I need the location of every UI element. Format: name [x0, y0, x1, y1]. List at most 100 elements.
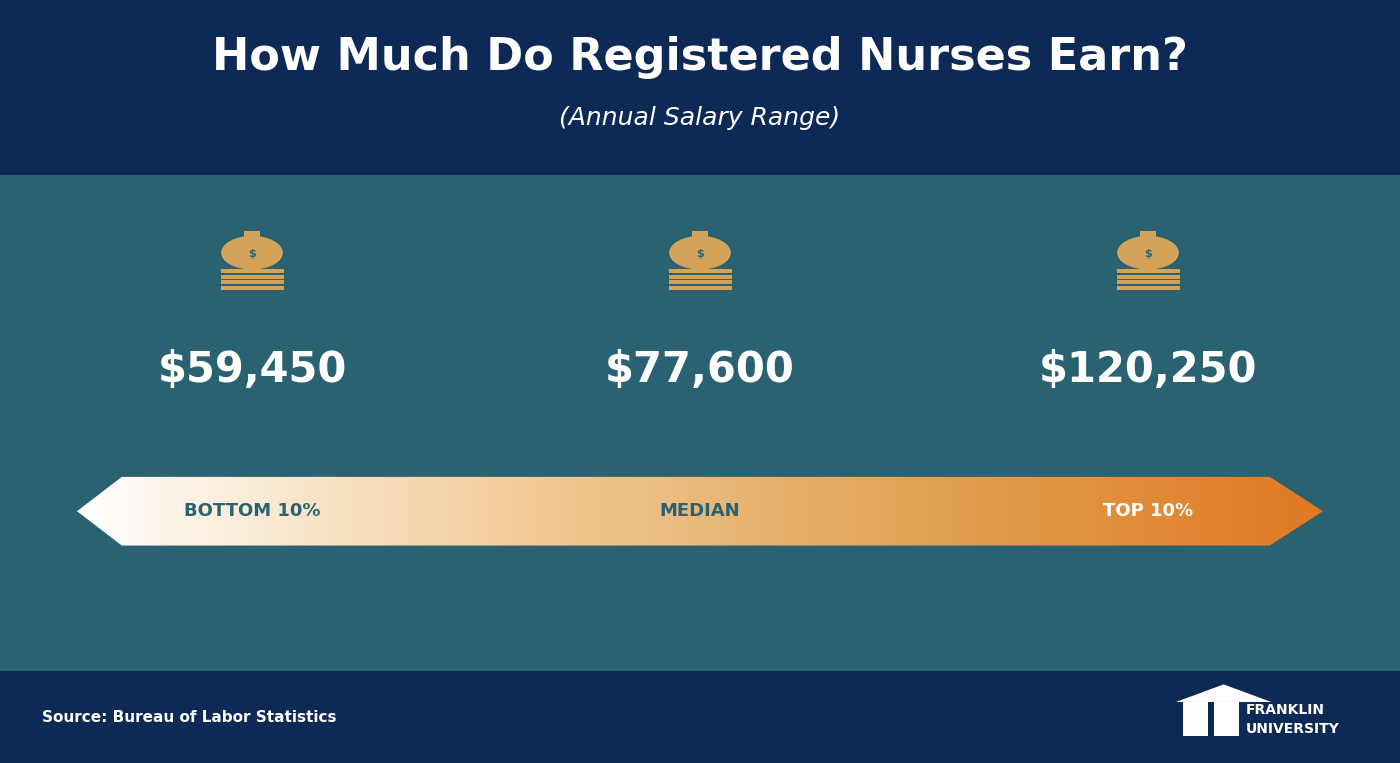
Text: (Annual Salary Range): (Annual Salary Range) — [560, 106, 840, 130]
Bar — [529, 476, 532, 546]
Bar — [896, 476, 899, 546]
Bar — [349, 476, 351, 546]
Bar — [1285, 476, 1289, 546]
Bar — [260, 476, 263, 546]
Bar — [1046, 476, 1049, 546]
Bar — [1117, 275, 1179, 279]
Bar — [382, 476, 385, 546]
Bar — [700, 476, 703, 546]
Bar — [675, 476, 678, 546]
Bar — [1028, 476, 1030, 546]
Bar — [189, 476, 192, 546]
Bar — [377, 476, 379, 546]
Bar — [585, 476, 588, 546]
Bar — [781, 476, 784, 546]
Bar — [196, 476, 199, 546]
Bar — [995, 476, 1000, 546]
Bar — [1011, 476, 1015, 546]
Bar — [476, 476, 479, 546]
Bar — [1317, 476, 1320, 546]
Bar — [822, 476, 825, 546]
Bar — [323, 476, 326, 546]
Bar — [469, 476, 473, 546]
Bar — [1064, 476, 1068, 546]
Bar — [983, 476, 987, 546]
Bar — [1196, 476, 1198, 546]
Bar — [850, 476, 853, 546]
Bar — [1180, 476, 1183, 546]
Bar — [1168, 476, 1170, 546]
Bar — [1183, 476, 1186, 546]
Bar — [728, 476, 731, 546]
Bar — [1277, 476, 1280, 546]
Bar — [738, 476, 741, 546]
Bar — [972, 476, 974, 546]
Bar — [95, 476, 99, 546]
Bar — [339, 476, 342, 546]
Bar — [787, 476, 791, 546]
Bar — [591, 476, 594, 546]
Bar — [273, 476, 276, 546]
Bar — [398, 476, 400, 546]
Bar — [703, 476, 706, 546]
Bar — [364, 476, 367, 546]
Circle shape — [1117, 236, 1179, 269]
Bar — [248, 476, 252, 546]
Bar — [715, 476, 718, 546]
Bar — [448, 476, 451, 546]
Bar — [931, 476, 934, 546]
Bar — [267, 476, 270, 546]
Bar — [881, 476, 883, 546]
Bar — [316, 476, 321, 546]
Bar — [118, 476, 120, 546]
Bar — [669, 476, 672, 546]
Bar — [553, 476, 557, 546]
Bar — [694, 476, 697, 546]
Bar — [550, 476, 553, 546]
Bar — [774, 476, 778, 546]
Bar — [545, 476, 547, 546]
FancyBboxPatch shape — [0, 671, 1400, 763]
Bar — [847, 476, 850, 546]
Bar — [1257, 476, 1260, 546]
Bar — [192, 476, 196, 546]
Bar — [1173, 476, 1176, 546]
Bar — [227, 476, 230, 546]
Bar — [1030, 476, 1033, 546]
Bar — [351, 476, 354, 546]
Bar — [598, 476, 601, 546]
Bar — [90, 476, 92, 546]
Bar — [1152, 476, 1155, 546]
Bar — [232, 476, 235, 546]
Bar — [1102, 476, 1105, 546]
Bar — [1043, 476, 1046, 546]
Bar — [682, 476, 685, 546]
Bar — [868, 476, 871, 546]
Bar — [428, 476, 433, 546]
Bar — [392, 476, 395, 546]
Circle shape — [669, 236, 731, 269]
Bar — [473, 476, 476, 546]
Bar — [778, 476, 781, 546]
Bar — [494, 476, 497, 546]
Bar — [1214, 476, 1217, 546]
Bar — [136, 476, 140, 546]
Bar — [438, 476, 441, 546]
Bar — [1155, 476, 1158, 546]
Bar — [354, 476, 357, 546]
Bar — [654, 476, 657, 546]
Bar — [769, 476, 771, 546]
Bar — [718, 476, 722, 546]
Bar — [255, 476, 258, 546]
Bar — [825, 476, 827, 546]
Bar — [815, 476, 819, 546]
Bar — [959, 476, 962, 546]
Bar — [1267, 476, 1270, 546]
Bar — [1232, 476, 1236, 546]
Bar — [1170, 476, 1173, 546]
Bar — [342, 476, 344, 546]
Bar — [1313, 476, 1317, 546]
Bar — [1099, 476, 1102, 546]
Bar — [230, 476, 232, 546]
Bar — [1000, 476, 1002, 546]
